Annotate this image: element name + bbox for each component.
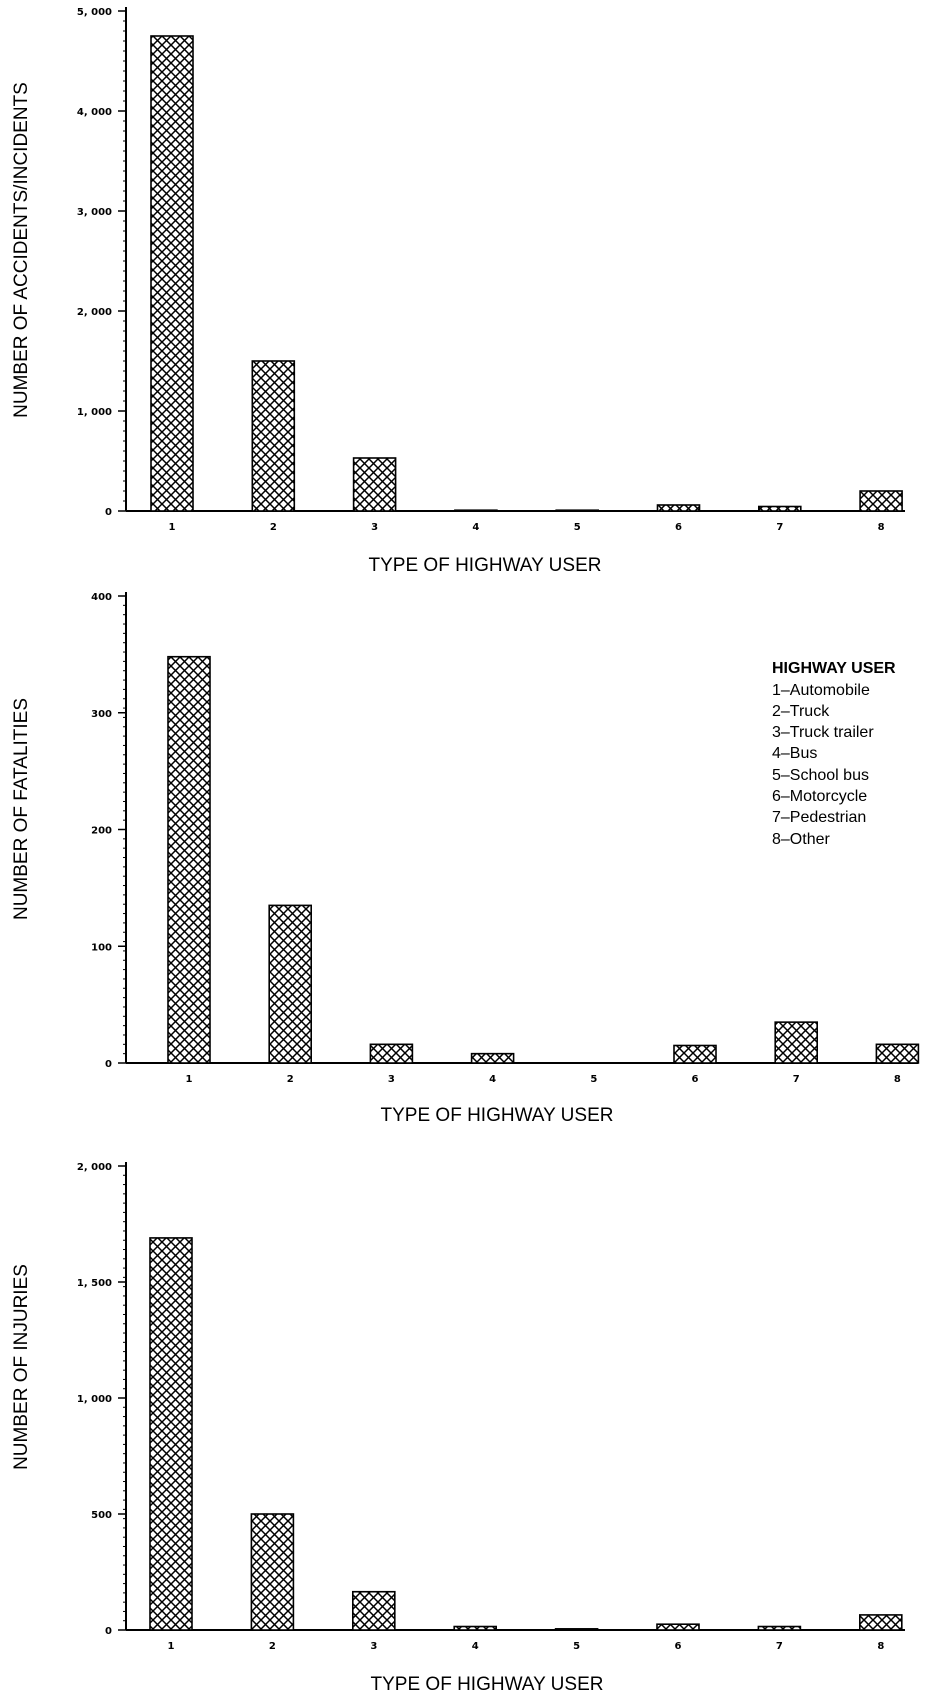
accidents-x-tick-label: 8 xyxy=(878,522,885,533)
fatalities-bar xyxy=(167,655,211,1064)
fatalities-x-tick-label: 2 xyxy=(287,1074,294,1085)
accidents-x-tick-label: 1 xyxy=(169,522,176,533)
injuries-x-tick-label: 6 xyxy=(675,1641,682,1652)
injuries-y-tick-label: 1, 000 xyxy=(77,1394,112,1405)
fatalities-x-tick-label: 3 xyxy=(388,1074,395,1085)
fatalities-x-tick-label: 7 xyxy=(793,1074,800,1085)
fatalities-x-tick-label: 8 xyxy=(894,1074,901,1085)
fatalities-x-tick-label: 6 xyxy=(692,1074,699,1085)
fatalities-bar xyxy=(369,1043,414,1064)
injuries-bar xyxy=(858,1614,903,1631)
accidents-bar xyxy=(454,509,498,512)
legend-entry-3: 3–Truck trailer xyxy=(772,724,874,741)
injuries-y-tick-label: 2, 000 xyxy=(77,1162,112,1173)
legend-title: HIGHWAY USER xyxy=(772,660,896,677)
accidents-x-tick-label: 3 xyxy=(371,522,378,533)
accidents-bar xyxy=(859,490,903,512)
injuries-chart: NUMBER OF INJURIES TYPE OF HIGHWAY USER … xyxy=(11,1162,905,1693)
fatalities-y-tick-label: 300 xyxy=(91,709,112,720)
legend-entry-7: 7–Pedestrian xyxy=(772,809,866,826)
accidents-y-tick-label: 5, 000 xyxy=(77,7,112,18)
fatalities-x-tick-label: 4 xyxy=(489,1074,496,1085)
injuries-bar xyxy=(351,1590,396,1631)
fatalities-y-tick-label: 400 xyxy=(91,592,112,603)
fatalities-bar xyxy=(470,1052,515,1064)
highway-user-legend: HIGHWAY USER 1–Automobile 2–Truck 3–Truc… xyxy=(772,660,896,848)
injuries-x-tick-label: 1 xyxy=(168,1641,175,1652)
fatalities-bar xyxy=(268,904,313,1064)
injuries-bar xyxy=(453,1625,498,1631)
injuries-x-tick-label: 2 xyxy=(269,1641,276,1652)
accidents-x-tick-label: 6 xyxy=(675,522,682,533)
fatalities-y-tick-label: 100 xyxy=(91,942,112,953)
accidents-bar xyxy=(656,504,701,512)
accidents-y-tick-label: 0 xyxy=(105,507,112,518)
fatalities-bar xyxy=(673,1044,717,1064)
fatalities-y-axis-label: NUMBER OF FATALITIES xyxy=(11,698,32,920)
injuries-x-tick-label: 4 xyxy=(472,1641,479,1652)
accidents-bar xyxy=(251,360,296,512)
legend-entry-8: 8–Other xyxy=(772,831,830,848)
accidents-y-tick-label: 4, 000 xyxy=(77,107,112,118)
accidents-x-axis-label: TYPE OF HIGHWAY USER xyxy=(369,555,602,576)
fatalities-x-tick-label: 5 xyxy=(590,1074,597,1085)
injuries-x-tick-label: 5 xyxy=(573,1641,580,1652)
injuries-bar xyxy=(250,1513,295,1631)
accidents-bar xyxy=(352,457,397,512)
accidents-y-axis-label: NUMBER OF ACCIDENTS/INCIDENTS xyxy=(11,82,32,418)
accidents-y-tick-label: 3, 000 xyxy=(77,207,112,218)
accidents-bar xyxy=(150,35,194,512)
accidents-x-tick-label: 5 xyxy=(574,522,581,533)
injuries-bar xyxy=(757,1625,802,1631)
accidents-x-tick-label: 4 xyxy=(472,522,479,533)
injuries-x-tick-label: 3 xyxy=(370,1641,377,1652)
injuries-y-tick-label: 500 xyxy=(91,1510,112,1521)
fatalities-chart: NUMBER OF FATALITIES TYPE OF HIGHWAY USE… xyxy=(11,592,920,1126)
injuries-bar xyxy=(656,1623,700,1631)
legend-entry-1: 1–Automobile xyxy=(772,682,870,699)
accidents-x-tick-label: 7 xyxy=(776,522,783,533)
legend-entry-6: 6–Motorcycle xyxy=(772,788,867,805)
fatalities-bar xyxy=(875,1043,920,1064)
accidents-x-tick-label: 2 xyxy=(270,522,277,533)
fatalities-bar xyxy=(774,1021,819,1064)
fatalities-y-tick-label: 0 xyxy=(105,1059,112,1070)
accidents-y-tick-label: 2, 000 xyxy=(77,307,112,318)
accidents-y-tick-label: 1, 000 xyxy=(77,407,112,418)
injuries-x-tick-label: 8 xyxy=(877,1641,884,1652)
accidents-chart: NUMBER OF ACCIDENTS/INCIDENTS TYPE OF HI… xyxy=(11,7,905,576)
legend-entry-5: 5–School bus xyxy=(772,767,869,784)
injuries-bar xyxy=(554,1628,599,1631)
injuries-y-tick-label: 1, 500 xyxy=(77,1278,112,1289)
accidents-bar xyxy=(757,505,802,512)
injuries-bar xyxy=(149,1237,193,1631)
fatalities-x-axis-label: TYPE OF HIGHWAY USER xyxy=(381,1105,614,1126)
fatalities-y-tick-label: 200 xyxy=(91,826,112,837)
injuries-x-axis-label: TYPE OF HIGHWAY USER xyxy=(371,1674,604,1693)
accidents-bar xyxy=(555,509,600,512)
fatalities-x-tick-label: 1 xyxy=(186,1074,193,1085)
legend-entry-4: 4–Bus xyxy=(772,745,817,762)
injuries-y-tick-label: 0 xyxy=(105,1626,112,1637)
injuries-y-axis-label: NUMBER OF INJURIES xyxy=(11,1264,32,1470)
legend-entry-2: 2–Truck xyxy=(772,703,830,720)
injuries-x-tick-label: 7 xyxy=(776,1641,783,1652)
